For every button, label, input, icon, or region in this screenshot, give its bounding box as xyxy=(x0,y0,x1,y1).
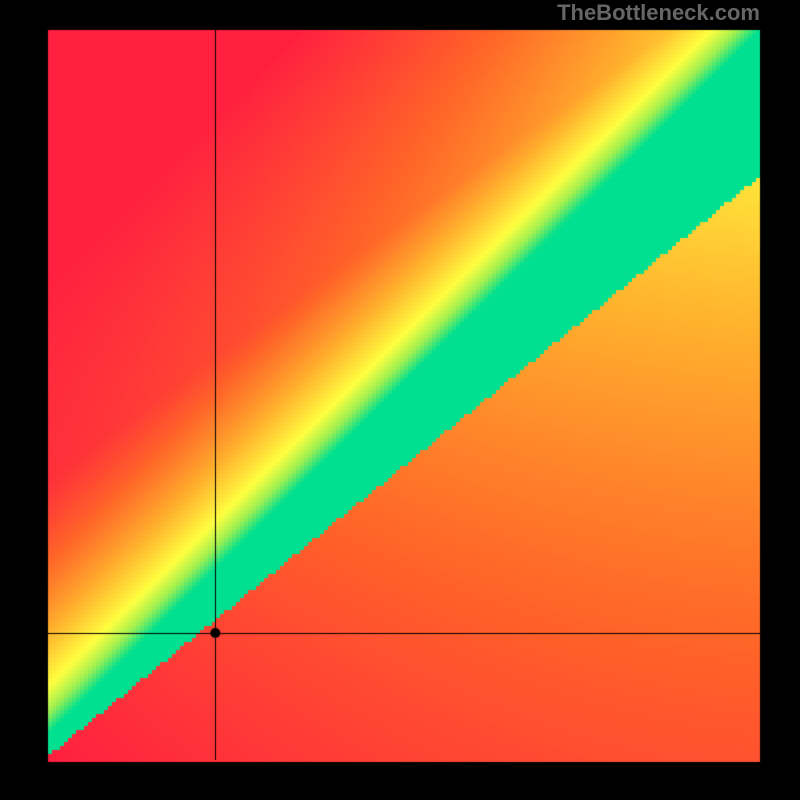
heatmap-canvas xyxy=(0,0,800,800)
watermark-text: TheBottleneck.com xyxy=(557,0,760,26)
